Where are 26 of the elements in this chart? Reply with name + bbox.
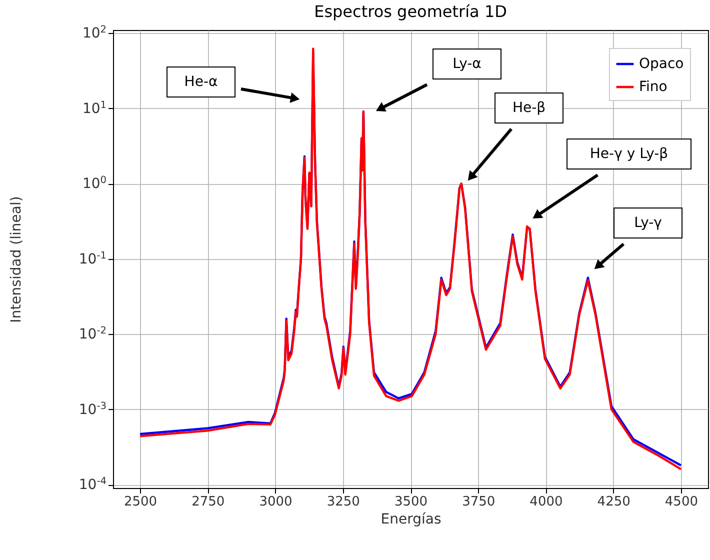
x-tick-label: 3750 — [462, 494, 496, 510]
x-tick-label: 4500 — [664, 494, 698, 510]
annotation: He-α — [184, 74, 218, 90]
annotation: He-β — [512, 100, 546, 116]
x-tick-label: 4250 — [597, 494, 630, 510]
y-tick-label: 10$^{2}$ — [82, 24, 106, 42]
x-tick-label: 3250 — [326, 494, 360, 510]
y-tick-label: 10$^{1}$ — [82, 99, 106, 117]
y-tick-label: 10$^{-3}$ — [78, 400, 106, 418]
y-tick-label: 10$^{-1}$ — [78, 250, 106, 268]
x-tick-label: 2500 — [124, 494, 158, 510]
x-axis-title: Energías — [380, 512, 442, 528]
y-tick-label: 10$^{-2}$ — [78, 325, 106, 343]
x-tick-label: 3000 — [259, 494, 292, 510]
x-tick-label: 4000 — [530, 494, 563, 510]
y-tick-label: 10$^{0}$ — [82, 174, 106, 192]
annotation: Ly-α — [452, 56, 482, 72]
y-tick-label: 10$^{-4}$ — [78, 476, 106, 494]
y-axis-title: Intensidad (lineal) — [8, 196, 24, 323]
legend-label: Fino — [639, 79, 668, 95]
legend-label: Opaco — [639, 56, 684, 72]
annotation: He-γ y Ly-β — [590, 146, 668, 162]
x-tick-label: 2750 — [192, 494, 225, 510]
chart-title: Espectros geometría 1D — [314, 2, 507, 22]
x-tick-label: 3500 — [394, 494, 428, 510]
annotation: Ly-γ — [634, 215, 662, 231]
